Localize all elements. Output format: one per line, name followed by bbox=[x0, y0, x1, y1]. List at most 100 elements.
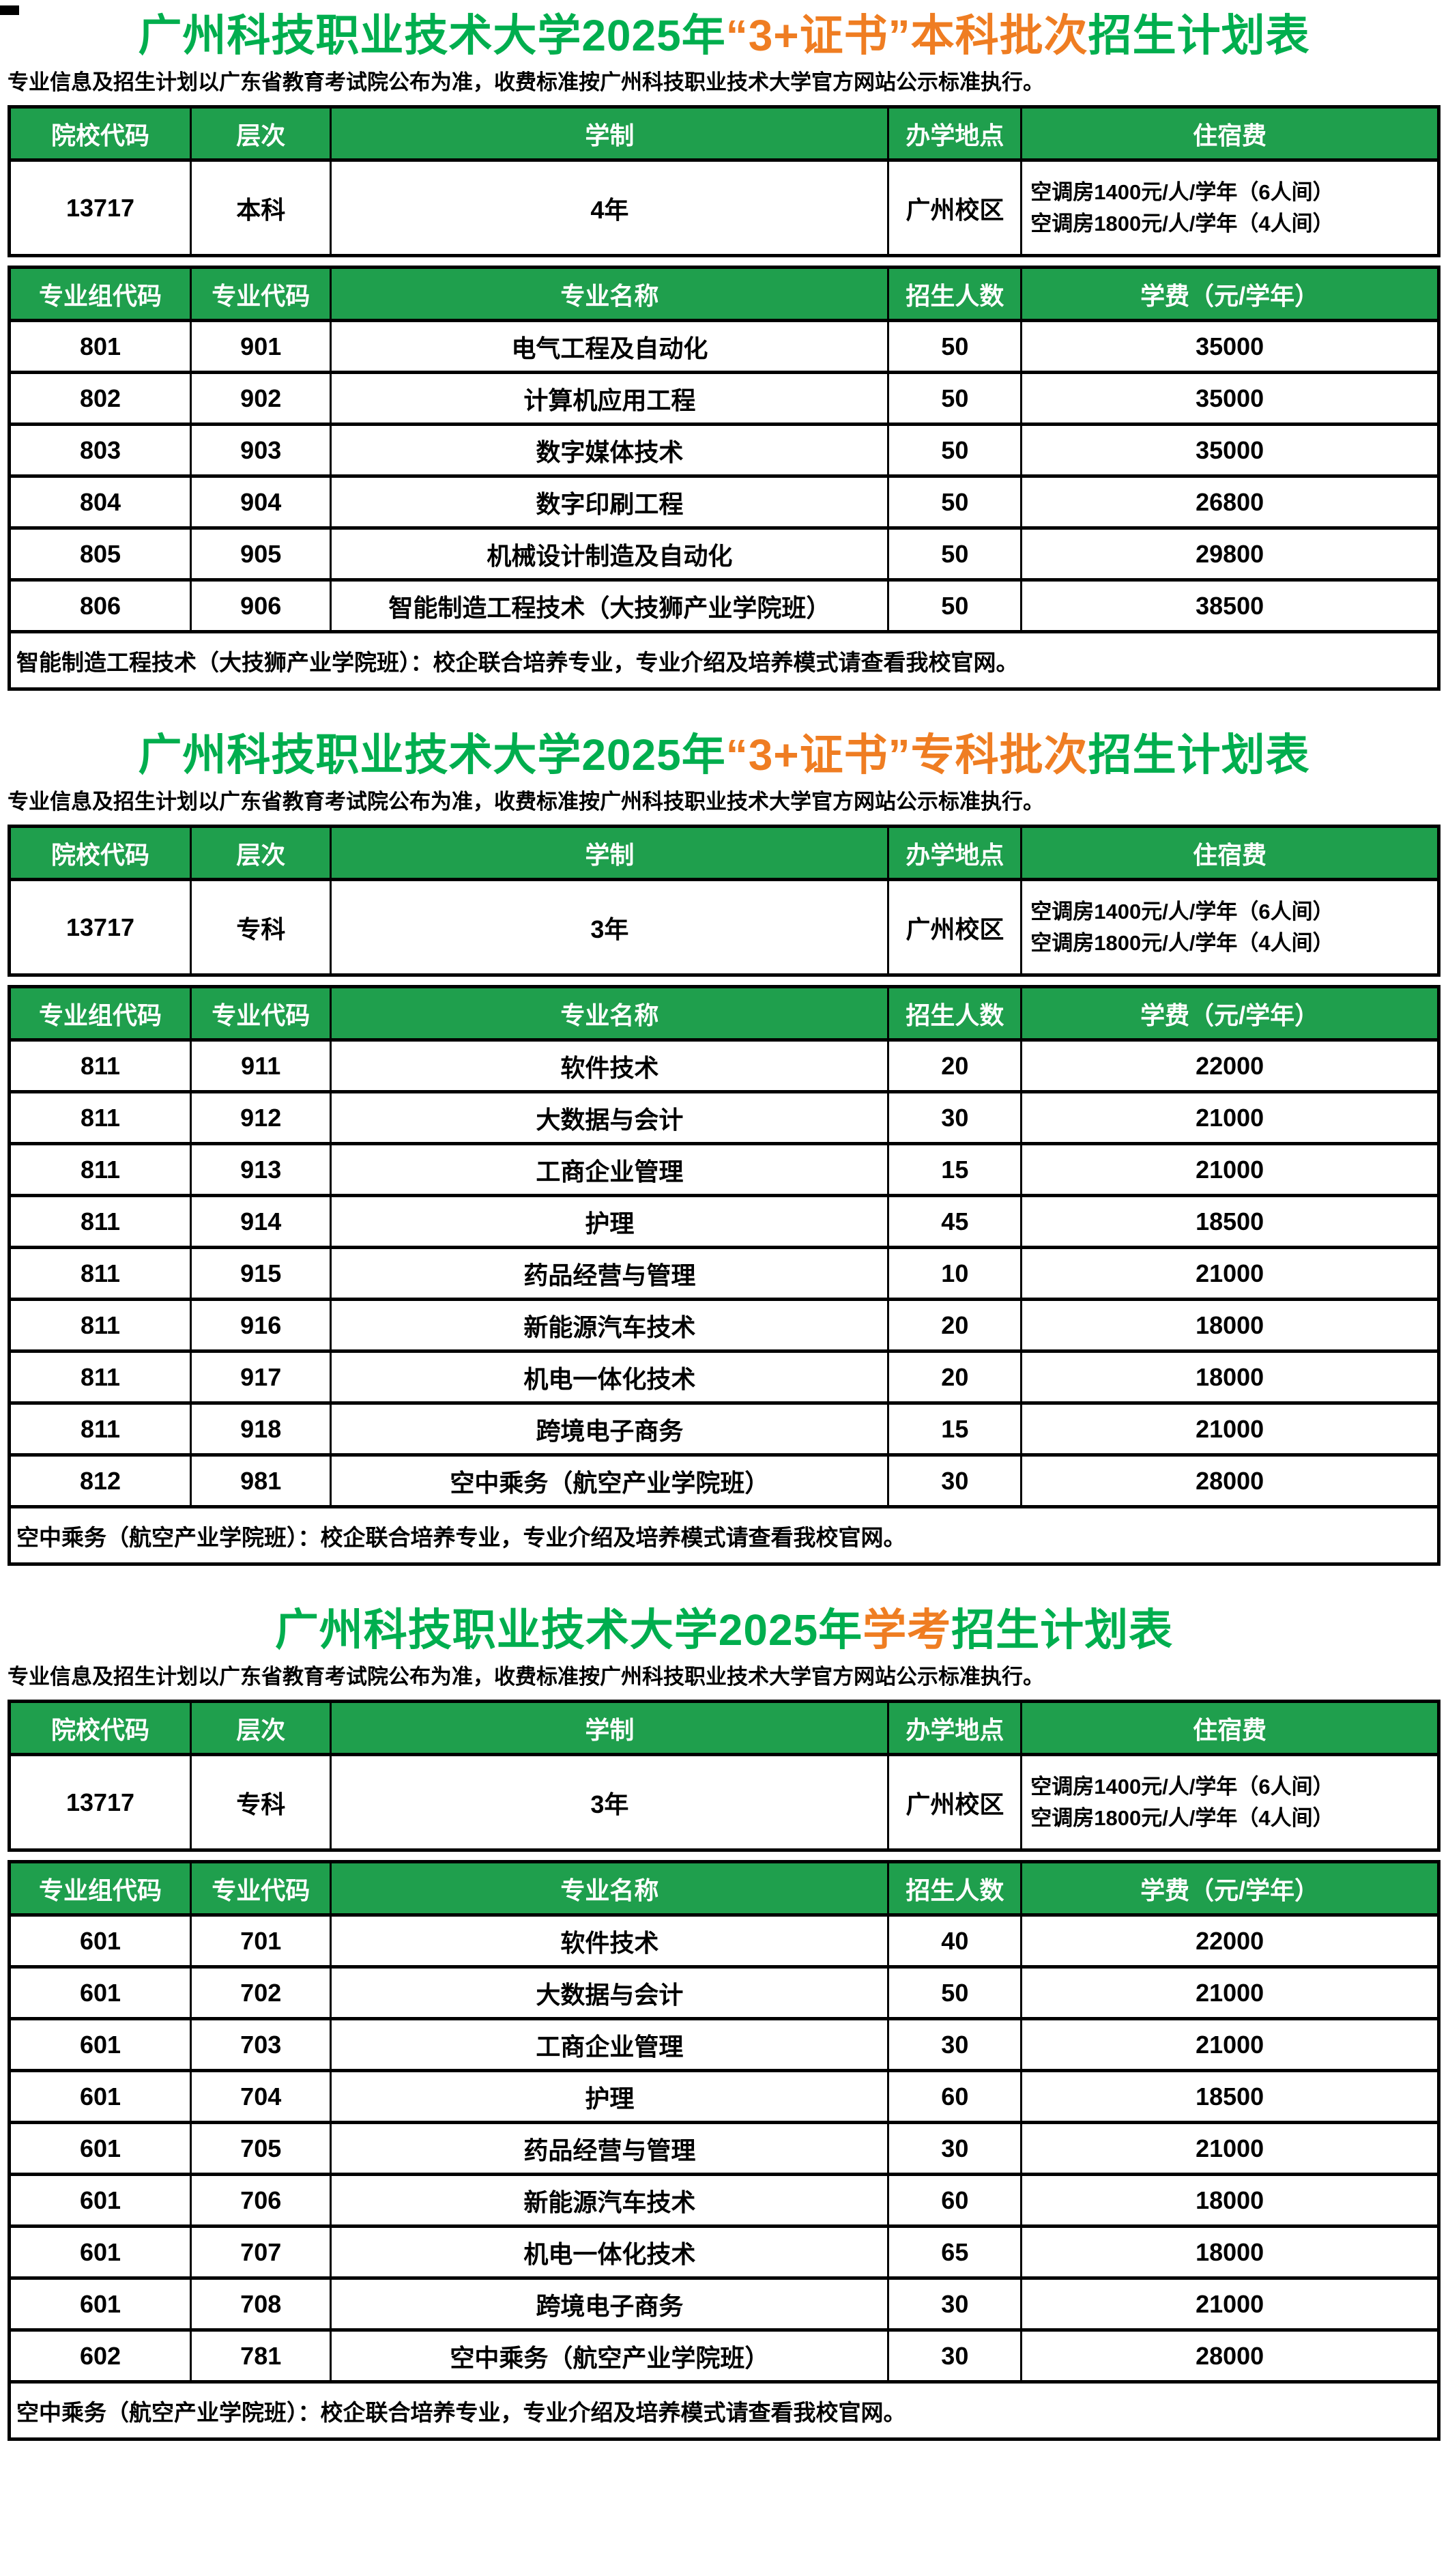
tuition-cell: 21000 bbox=[1020, 1142, 1440, 1197]
accommodation-cell: 空调房1400元/人/学年（6人间） 空调房1800元/人/学年（4人间） bbox=[1020, 158, 1440, 257]
col-header-level: 层次 bbox=[190, 1700, 332, 1756]
college-code-cell: 13717 bbox=[8, 1753, 192, 1852]
major-code-cell: 916 bbox=[190, 1298, 332, 1353]
col-header-major-name: 专业名称 bbox=[330, 266, 890, 322]
col-header-enrollment: 招生人数 bbox=[887, 1860, 1023, 1917]
tuition-cell: 35000 bbox=[1020, 371, 1440, 426]
major-group-code-cell: 802 bbox=[8, 371, 192, 426]
table-header-row: 院校代码 层次 学制 办学地点 住宿费 bbox=[8, 825, 1440, 881]
page-title: 广州科技职业技术大学2025年“3+证书”专科批次招生计划表 bbox=[8, 729, 1440, 781]
major-code-cell: 702 bbox=[190, 1965, 332, 2020]
tuition-cell: 35000 bbox=[1020, 319, 1440, 374]
table-row: 811 915 药品经营与管理 10 21000 bbox=[8, 1246, 1440, 1301]
major-name-cell: 工商企业管理 bbox=[330, 2017, 890, 2072]
major-name-cell: 智能制造工程技术（大技狮产业学院班） bbox=[330, 578, 890, 633]
major-code-cell: 901 bbox=[190, 319, 332, 374]
col-header-tuition: 学费（元/学年） bbox=[1020, 266, 1440, 322]
col-header-duration: 学制 bbox=[330, 105, 890, 162]
major-name-cell: 计算机应用工程 bbox=[330, 371, 890, 426]
major-code-cell: 918 bbox=[190, 1401, 332, 1457]
table-row: 801 901 电气工程及自动化 50 35000 bbox=[8, 319, 1440, 374]
enrollment-cell: 50 bbox=[887, 526, 1023, 582]
major-code-cell: 708 bbox=[190, 2276, 332, 2332]
major-code-cell: 906 bbox=[190, 578, 332, 633]
tuition-cell: 28000 bbox=[1020, 2328, 1440, 2384]
major-name-cell: 空中乘务（航空产业学院班） bbox=[330, 2328, 890, 2384]
table-row: 811 911 软件技术 20 22000 bbox=[8, 1038, 1440, 1093]
table-header-row: 院校代码 层次 学制 办学地点 住宿费 bbox=[8, 1700, 1440, 1756]
college-info-table: 院校代码 层次 学制 办学地点 住宿费 13717 专科 3年 广州校区 空调房… bbox=[8, 1700, 1440, 1852]
major-name-cell: 新能源汽车技术 bbox=[330, 1298, 890, 1353]
col-header-major-group-code: 专业组代码 bbox=[8, 266, 192, 322]
major-code-cell: 701 bbox=[190, 1913, 332, 1969]
table-row: 811 912 大数据与会计 30 21000 bbox=[8, 1090, 1440, 1145]
tuition-cell: 21000 bbox=[1020, 2276, 1440, 2332]
major-code-cell: 902 bbox=[190, 371, 332, 426]
col-header-college-code: 院校代码 bbox=[8, 1700, 192, 1756]
col-header-college-code: 院校代码 bbox=[8, 825, 192, 881]
table-header-row: 专业组代码 专业代码 专业名称 招生人数 学费（元/学年） bbox=[8, 1860, 1440, 1917]
table-row: 806 906 智能制造工程技术（大技狮产业学院班） 50 38500 bbox=[8, 578, 1440, 633]
table-row: 811 916 新能源汽车技术 20 18000 bbox=[8, 1298, 1440, 1353]
table-row: 803 903 数字媒体技术 50 35000 bbox=[8, 423, 1440, 478]
col-header-tuition: 学费（元/学年） bbox=[1020, 985, 1440, 1042]
table-header-row: 院校代码 层次 学制 办学地点 住宿费 bbox=[8, 105, 1440, 162]
col-header-duration: 学制 bbox=[330, 825, 890, 881]
major-group-code-cell: 806 bbox=[8, 578, 192, 633]
table-row: 601 701 软件技术 40 22000 bbox=[8, 1913, 1440, 1969]
major-group-code-cell: 811 bbox=[8, 1246, 192, 1301]
tuition-cell: 22000 bbox=[1020, 1038, 1440, 1093]
major-code-cell: 915 bbox=[190, 1246, 332, 1301]
section-undergraduate-batch: 广州科技职业技术大学2025年“3+证书”本科批次招生计划表 专业信息及招生计划… bbox=[8, 10, 1440, 691]
major-code-cell: 705 bbox=[190, 2121, 332, 2176]
level-cell: 专科 bbox=[190, 1753, 332, 1852]
duration-cell: 3年 bbox=[330, 878, 890, 977]
major-name-cell: 护理 bbox=[330, 2069, 890, 2124]
accommodation-line: 空调房1800元/人/学年（4人间） bbox=[1030, 930, 1334, 955]
enrollment-cell: 20 bbox=[887, 1298, 1023, 1353]
title-suffix: 招生计划表 bbox=[1088, 11, 1310, 60]
table-header-row: 专业组代码 专业代码 专业名称 招生人数 学费（元/学年） bbox=[8, 266, 1440, 322]
accommodation-line: 空调房1400元/人/学年（6人间） bbox=[1030, 899, 1334, 924]
enrollment-cell: 15 bbox=[887, 1401, 1023, 1457]
tuition-cell: 21000 bbox=[1020, 1246, 1440, 1301]
tuition-cell: 21000 bbox=[1020, 1965, 1440, 2020]
duration-cell: 3年 bbox=[330, 1753, 890, 1852]
major-group-code-cell: 811 bbox=[8, 1298, 192, 1353]
note-text: 专业信息及招生计划以广东省教育考试院公布为准，收费标准按广州科技职业技术大学官方… bbox=[8, 790, 1044, 814]
enrollment-cell: 60 bbox=[887, 2069, 1023, 2124]
col-header-major-group-code: 专业组代码 bbox=[8, 1860, 192, 1917]
col-header-major-code: 专业代码 bbox=[190, 266, 332, 322]
accommodation-cell: 空调房1400元/人/学年（6人间） 空调房1800元/人/学年（4人间） bbox=[1020, 878, 1440, 977]
major-name-cell: 跨境电子商务 bbox=[330, 1401, 890, 1457]
table-row: 601 705 药品经营与管理 30 21000 bbox=[8, 2121, 1440, 2176]
table-row: 802 902 计算机应用工程 50 35000 bbox=[8, 371, 1440, 426]
col-header-level: 层次 bbox=[190, 105, 332, 162]
major-name-cell: 电气工程及自动化 bbox=[330, 319, 890, 374]
major-group-code-cell: 601 bbox=[8, 2173, 192, 2228]
table-row: 602 781 空中乘务（航空产业学院班） 30 28000 bbox=[8, 2328, 1440, 2384]
tuition-cell: 18000 bbox=[1020, 1298, 1440, 1353]
enrollment-cell: 50 bbox=[887, 578, 1023, 633]
major-group-code-cell: 602 bbox=[8, 2328, 192, 2384]
footnote-text: 空中乘务（航空产业学院班）：校企联合培养专业，专业介绍及培养模式请查看我校官网。 bbox=[8, 2380, 1440, 2441]
major-name-cell: 新能源汽车技术 bbox=[330, 2173, 890, 2228]
major-code-cell: 914 bbox=[190, 1194, 332, 1249]
tuition-cell: 29800 bbox=[1020, 526, 1440, 582]
tuition-cell: 35000 bbox=[1020, 423, 1440, 478]
major-code-cell: 781 bbox=[190, 2328, 332, 2384]
enrollment-cell: 30 bbox=[887, 1453, 1023, 1508]
major-code-cell: 704 bbox=[190, 2069, 332, 2124]
major-name-cell: 药品经营与管理 bbox=[330, 1246, 890, 1301]
enrollment-cell: 30 bbox=[887, 2328, 1023, 2384]
tuition-cell: 18500 bbox=[1020, 2069, 1440, 2124]
campus-cell: 广州校区 bbox=[887, 1753, 1023, 1852]
col-header-enrollment: 招生人数 bbox=[887, 985, 1023, 1042]
major-name-cell: 数字印刷工程 bbox=[330, 474, 890, 530]
major-plan-table: 专业组代码 专业代码 专业名称 招生人数 学费（元/学年） 801 901 电气工程… bbox=[8, 266, 1440, 691]
major-group-code-cell: 811 bbox=[8, 1401, 192, 1457]
major-name-cell: 药品经营与管理 bbox=[330, 2121, 890, 2176]
major-group-code-cell: 812 bbox=[8, 1453, 192, 1508]
enrollment-cell: 10 bbox=[887, 1246, 1023, 1301]
major-name-cell: 大数据与会计 bbox=[330, 1090, 890, 1145]
